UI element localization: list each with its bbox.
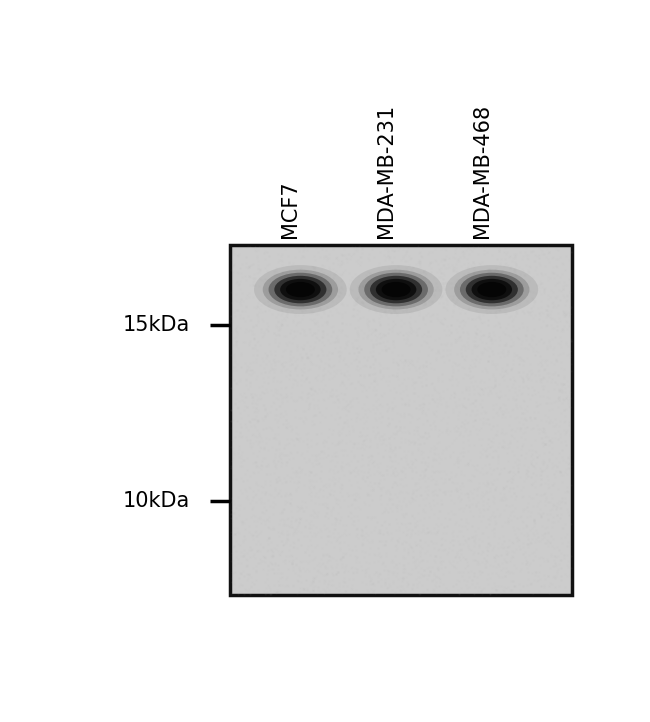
Ellipse shape: [454, 270, 530, 310]
Ellipse shape: [376, 279, 417, 300]
Ellipse shape: [382, 282, 411, 297]
Ellipse shape: [445, 265, 538, 314]
Ellipse shape: [460, 273, 524, 306]
Ellipse shape: [254, 265, 346, 314]
Text: 10kDa: 10kDa: [122, 491, 190, 511]
Text: MDA-MB-468: MDA-MB-468: [472, 104, 492, 238]
Ellipse shape: [477, 282, 506, 297]
Ellipse shape: [358, 270, 434, 310]
Ellipse shape: [286, 282, 315, 297]
Bar: [230, 245, 573, 596]
Text: 15kDa: 15kDa: [122, 315, 190, 334]
Ellipse shape: [364, 273, 428, 306]
Ellipse shape: [280, 279, 320, 300]
Ellipse shape: [263, 270, 338, 310]
Text: MDA-MB-231: MDA-MB-231: [376, 104, 396, 238]
Ellipse shape: [274, 276, 326, 303]
Text: MCF7: MCF7: [280, 180, 300, 238]
Ellipse shape: [268, 273, 332, 306]
Ellipse shape: [466, 276, 518, 303]
Ellipse shape: [350, 265, 443, 314]
Ellipse shape: [471, 279, 512, 300]
Ellipse shape: [370, 276, 422, 303]
